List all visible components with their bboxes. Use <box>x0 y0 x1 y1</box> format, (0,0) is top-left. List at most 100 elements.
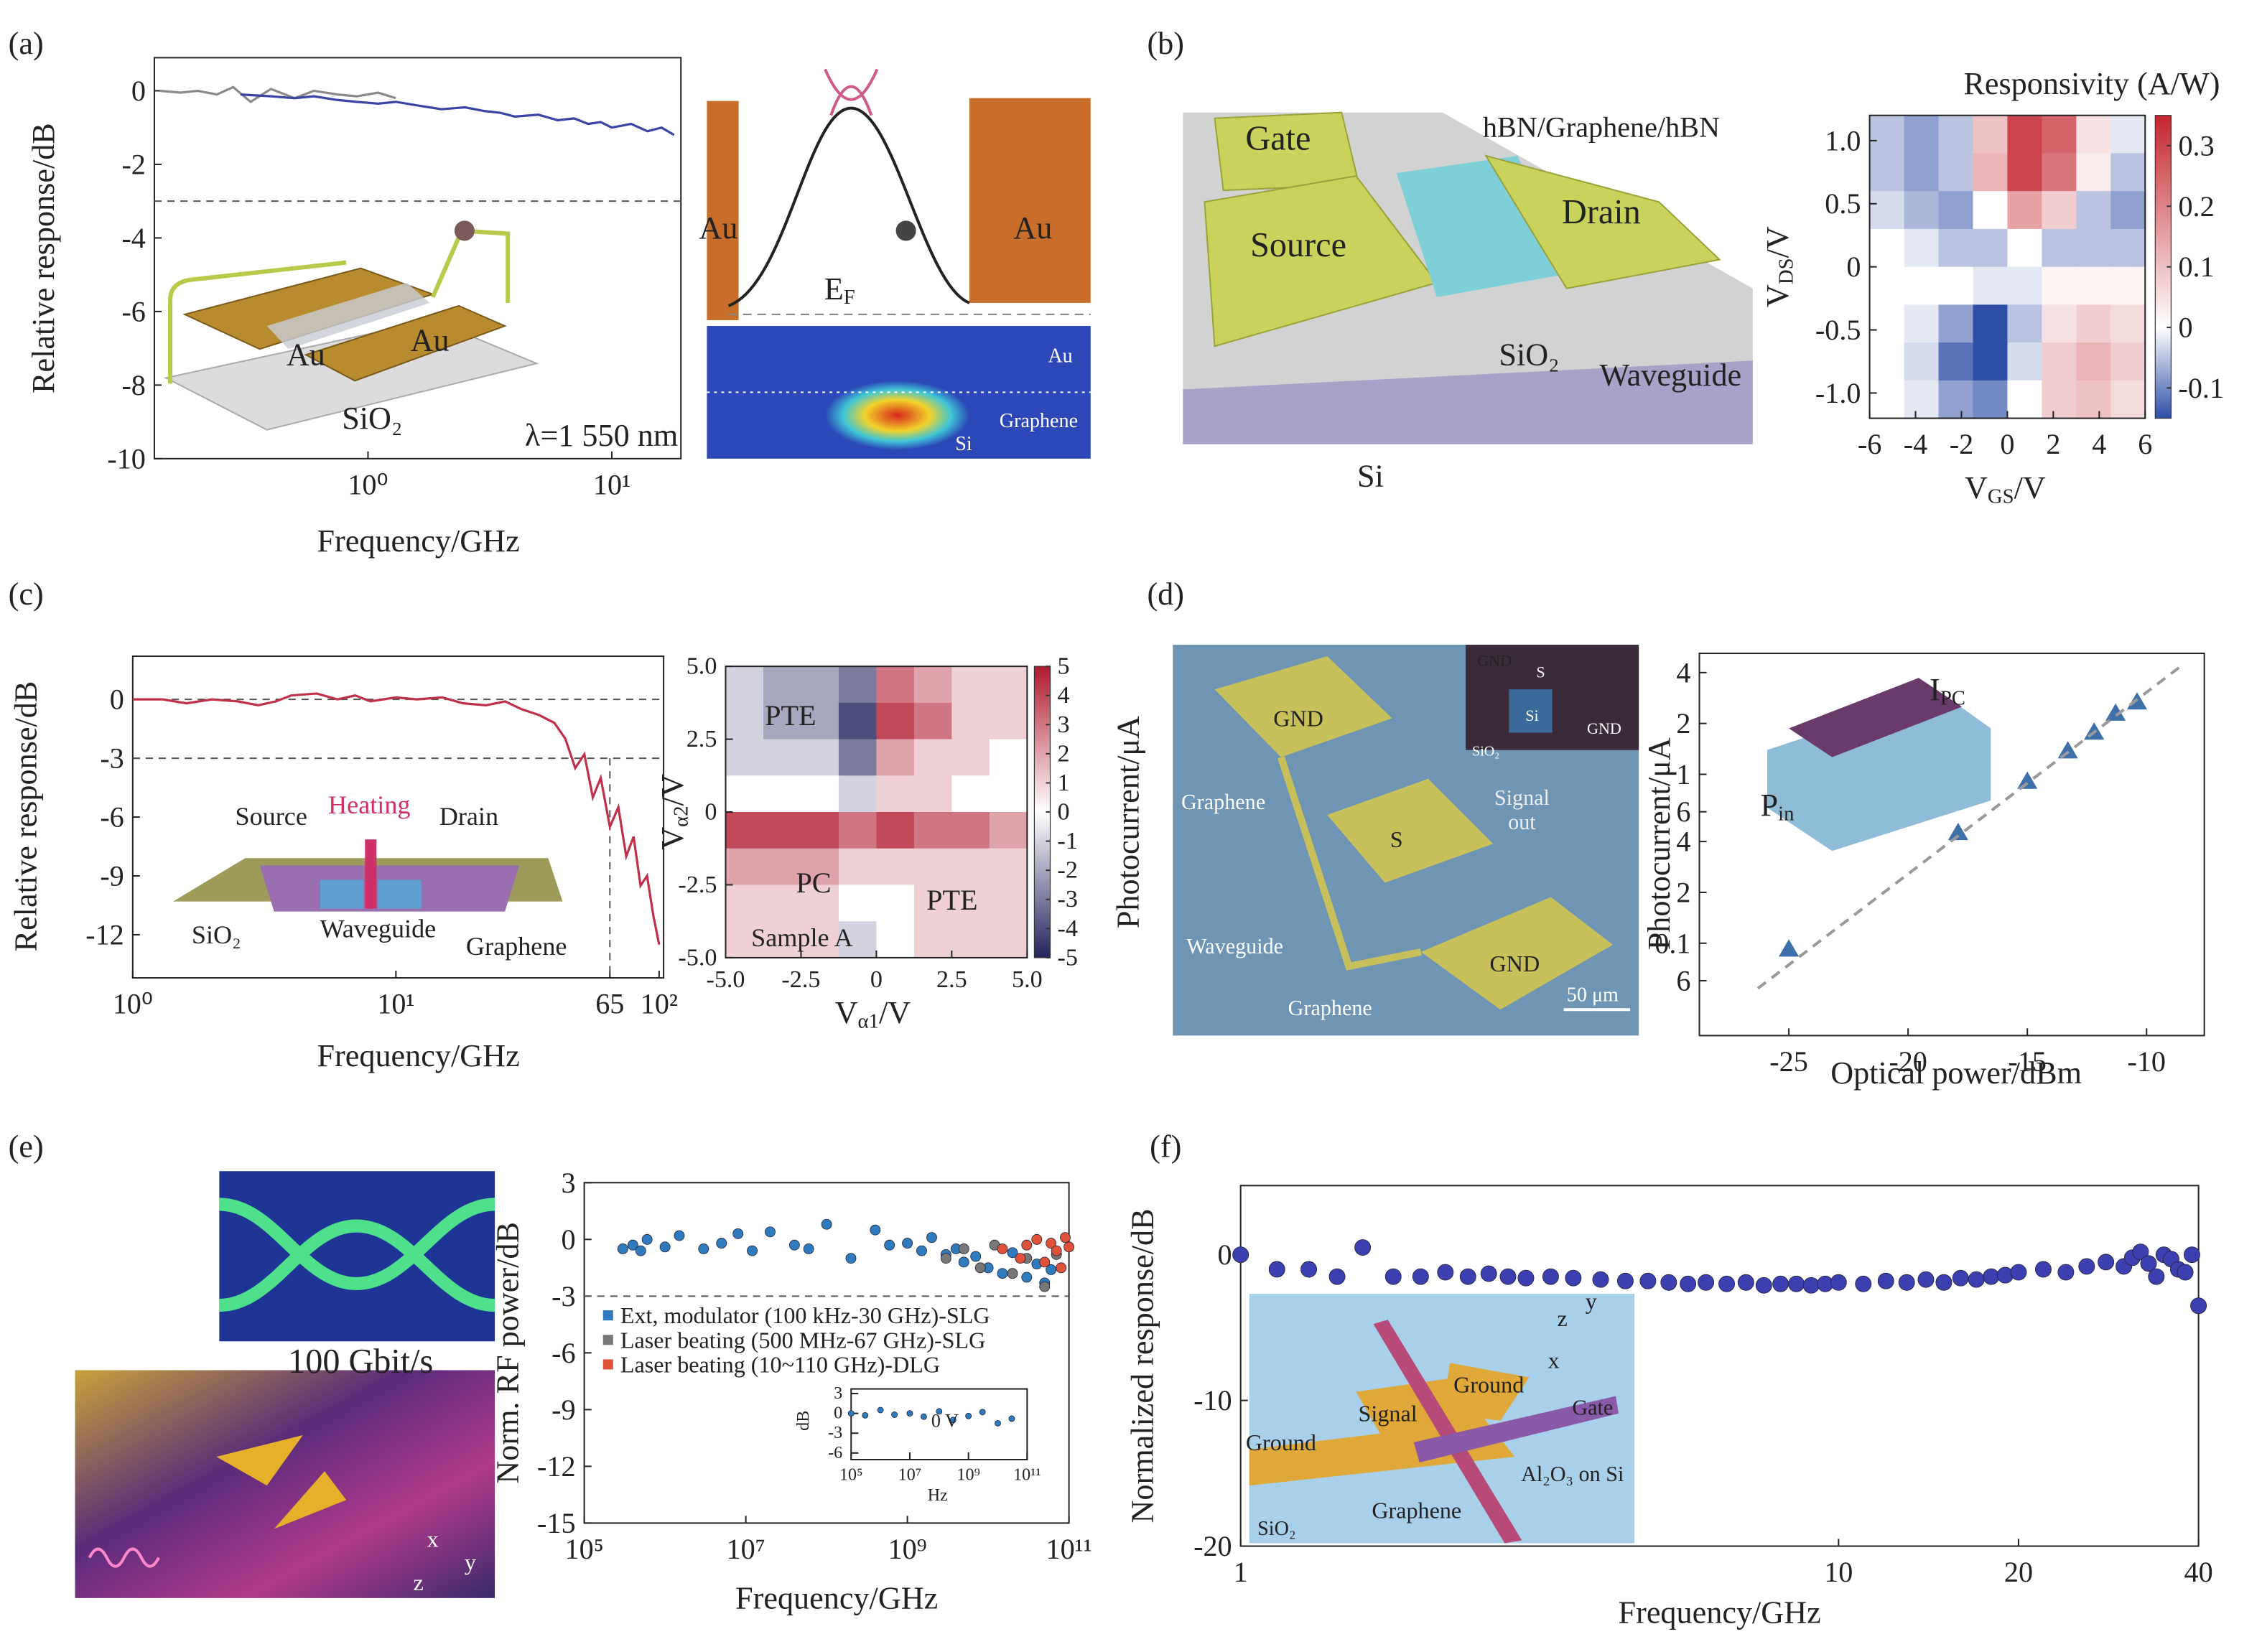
heatmap-cell <box>951 775 990 813</box>
heatmap-cell <box>1973 380 2009 419</box>
data-point <box>1855 1275 1872 1292</box>
heatmap-cell <box>763 775 802 813</box>
heatmap-cell <box>2007 380 2043 419</box>
annotation: SiO₂ <box>192 920 241 949</box>
x-tick-label: 65 <box>595 988 624 1020</box>
annotation: Ground <box>1246 1429 1316 1455</box>
heatmap-cell <box>838 739 878 777</box>
heatmap-cell <box>989 848 1028 886</box>
fit-line <box>1756 664 2182 990</box>
colorbar-tick-label: -5 <box>1058 944 1078 971</box>
light <box>88 1547 160 1568</box>
y-tick-label: -20 <box>1193 1530 1232 1562</box>
annotation: 0 V <box>931 1410 959 1431</box>
annotation: S <box>1536 663 1545 681</box>
data-point <box>1384 1268 1402 1285</box>
annotation: Gate <box>1245 119 1311 157</box>
annotation: 100 Gbit/s <box>288 1343 433 1381</box>
heatmap-cell <box>801 921 839 958</box>
y-tick-label: -2.5 <box>678 872 717 898</box>
colorbar-tick-label: 2 <box>1058 740 1070 767</box>
data-point <box>635 1245 646 1256</box>
data-point <box>1268 1261 1285 1278</box>
heatmap-cell <box>913 812 953 849</box>
x-tick-label: -4 <box>1904 428 1927 460</box>
y-axis-label: VDS/V <box>1760 226 1798 307</box>
antenna <box>274 1471 347 1529</box>
heatmap-cell <box>725 702 764 740</box>
colorbar-tick-label: 0 <box>2178 312 2192 344</box>
heatmap-cell <box>2110 191 2146 230</box>
y-axis-label: Norm. RF power/dB <box>490 1222 526 1484</box>
heatmap-cell <box>2110 266 2146 306</box>
data-point <box>2105 703 2126 721</box>
heatmap-cell <box>1904 304 1940 344</box>
legend-label: Ext, modulator (100 kHz-30 GHz)-SLG <box>620 1302 990 1328</box>
mode <box>825 381 969 450</box>
x-axis-label: Frequency/GHz <box>735 1580 938 1615</box>
heatmap-cell <box>989 702 1028 740</box>
heatmap-cell <box>951 848 990 886</box>
y-tick-label: -3 <box>100 742 124 775</box>
annotation: Drain <box>439 802 498 831</box>
y-tick-label: 2 <box>1676 707 1690 739</box>
y-tick-label: -6 <box>100 801 124 834</box>
x-tick-label: -20 <box>1889 1045 1927 1078</box>
heatmap-cell <box>1904 191 1940 230</box>
colorbar-tick-label: 3 <box>1058 711 1070 738</box>
heatmap-cell <box>989 739 1028 777</box>
data-point <box>2190 1297 2207 1315</box>
colorbar-tick-label: 5 <box>1058 653 1070 680</box>
annotation: EF <box>824 271 855 309</box>
heatmap-cell <box>951 666 990 704</box>
label-part: /V <box>655 774 690 806</box>
annotation: Heating <box>328 790 410 819</box>
data-point <box>1517 1269 1535 1287</box>
label-part: /V <box>2014 470 2046 505</box>
annotation: S <box>1390 826 1403 852</box>
heatmap-cell <box>2042 228 2077 268</box>
heatmap-cell <box>2110 342 2146 381</box>
heatmap-cell <box>1973 115 2009 154</box>
data-point <box>884 1239 895 1251</box>
data-point <box>2098 1254 2115 1271</box>
annotation: Photocurrent/μA <box>1110 716 1145 928</box>
y-tick-label: -10 <box>1193 1384 1232 1417</box>
data-point <box>1060 1232 1071 1243</box>
label-part: E <box>824 271 844 306</box>
data-point <box>1007 1268 1018 1279</box>
annotation: Ground <box>1453 1372 1524 1398</box>
heatmap-cell <box>763 921 802 958</box>
data-point <box>902 1238 913 1249</box>
annotation: Au <box>1048 345 1072 368</box>
data-line <box>159 85 396 103</box>
data-point <box>1935 1274 1953 1291</box>
annotation: Graphene <box>466 932 567 961</box>
data-point <box>1680 1275 1697 1292</box>
x-tick-label: 2.5 <box>936 966 967 993</box>
waveguide <box>1183 360 1753 444</box>
data-point <box>958 1243 969 1254</box>
y-tick-label: 3 <box>834 1384 842 1403</box>
annotation: Si <box>1525 706 1538 724</box>
heatmap-cell <box>2110 115 2146 154</box>
data-point <box>2140 1255 2157 1272</box>
y-tick-label: -9 <box>100 859 124 892</box>
electrode <box>304 304 507 382</box>
colorbar-tick-label: 0.2 <box>2178 190 2214 223</box>
data-point <box>916 1245 927 1256</box>
heatmap-cell <box>801 702 839 740</box>
x-axis-label: Frequency/GHz <box>317 523 519 559</box>
data-point <box>1788 1275 1805 1292</box>
data-point <box>2034 1261 2052 1278</box>
heatmap-cell <box>838 885 878 923</box>
annotation: GND <box>1490 951 1540 976</box>
annotation: x <box>427 1526 439 1552</box>
heatmap-cell <box>2076 115 2112 154</box>
label-part: V <box>1760 284 1795 307</box>
legend-label: Laser beating (10~110 GHz)-DLG <box>620 1351 940 1377</box>
data-point <box>1772 1275 1789 1292</box>
annotation: Au <box>1013 210 1052 246</box>
heatmap-cell <box>1973 228 2009 268</box>
